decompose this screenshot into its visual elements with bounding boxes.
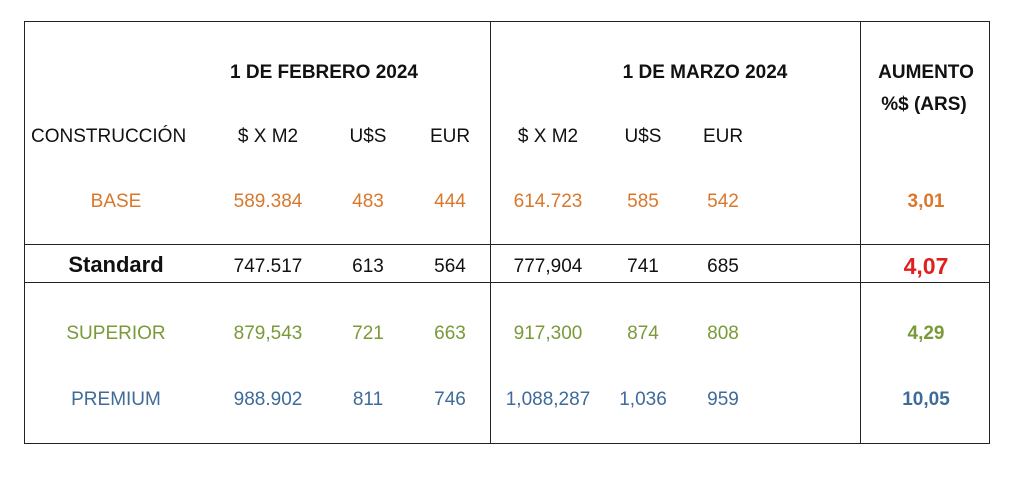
row-base-mar-eur: 542 — [707, 191, 739, 212]
row-standard-mar-usd: 741 — [627, 256, 659, 277]
row-superior-mar-ars: 917,300 — [513, 323, 583, 344]
divider-mar-aumento — [860, 21, 861, 444]
row-standard-mar-ars: 777,904 — [513, 256, 583, 277]
header-aumento-unit: %$ (ARS) — [881, 94, 967, 115]
standard-row-top-line — [24, 244, 990, 245]
row-base-mar-usd: 585 — [627, 191, 659, 212]
row-base-mar-ars: 614.723 — [513, 191, 583, 212]
col-feb-ars-m2: $ X M2 — [237, 126, 299, 147]
col-feb-usd: U$S — [349, 126, 387, 147]
col-mar-eur: EUR — [702, 126, 744, 147]
row-base-name: BASE — [90, 191, 142, 212]
col-mar-ars-m2: $ X M2 — [517, 126, 579, 147]
row-standard-mar-eur: 685 — [707, 256, 739, 277]
divider-feb-mar — [490, 21, 491, 444]
row-superior-mar-eur: 808 — [707, 323, 739, 344]
price-table-frame — [24, 21, 990, 444]
row-base-feb-usd: 483 — [352, 191, 384, 212]
row-standard-feb-ars: 747.517 — [233, 256, 303, 277]
row-base-increase: 3,01 — [907, 191, 945, 212]
row-base-feb-eur: 444 — [434, 191, 466, 212]
row-premium-mar-usd: 1,036 — [619, 389, 667, 410]
header-feb-2024: 1 DE FEBRERO 2024 — [230, 62, 418, 83]
row-superior-mar-usd: 874 — [627, 323, 659, 344]
standard-row-bottom-line — [24, 282, 990, 283]
row-superior-increase: 4,29 — [907, 323, 945, 344]
row-superior-feb-ars: 879,543 — [233, 323, 303, 344]
row-premium-mar-ars: 1,088,287 — [505, 389, 591, 410]
row-premium-feb-ars: 988.902 — [233, 389, 303, 410]
row-standard-feb-usd: 613 — [352, 256, 384, 277]
header-mar-2024: 1 DE MARZO 2024 — [622, 62, 788, 83]
row-premium-mar-eur: 959 — [707, 389, 739, 410]
row-base-feb-ars: 589.384 — [233, 191, 303, 212]
row-standard-name: Standard — [68, 252, 164, 277]
row-superior-name: SUPERIOR — [66, 323, 166, 344]
row-standard-increase: 4,07 — [903, 253, 949, 279]
row-premium-feb-usd: 811 — [352, 389, 384, 410]
row-premium-name: PREMIUM — [71, 389, 161, 410]
row-premium-feb-eur: 746 — [434, 389, 466, 410]
row-superior-feb-usd: 721 — [352, 323, 384, 344]
col-mar-usd: U$S — [624, 126, 662, 147]
col-feb-eur: EUR — [429, 126, 471, 147]
header-aumento: AUMENTO — [878, 62, 974, 83]
row-premium-increase: 10,05 — [902, 389, 950, 410]
row-standard-feb-eur: 564 — [434, 256, 466, 277]
header-construccion: CONSTRUCCIÓN — [31, 126, 187, 147]
row-superior-feb-eur: 663 — [434, 323, 466, 344]
